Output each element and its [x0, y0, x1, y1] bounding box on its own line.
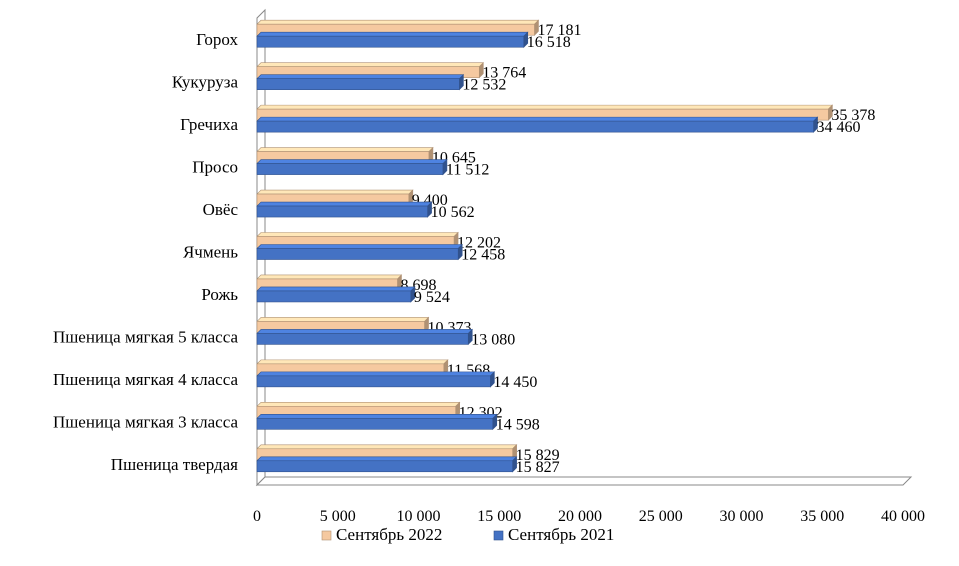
x-tick-label: 15 000 [477, 508, 521, 525]
data-label: 10 562 [431, 204, 475, 221]
category-label: Овёс [203, 200, 239, 219]
bar-sep2021 [256, 35, 525, 48]
bar-sep2021-top [256, 116, 819, 122]
legend-label: Сентябрь 2022 [336, 525, 442, 544]
category-label: Гречиха [180, 115, 238, 134]
x-tick-label: 5 000 [320, 508, 356, 525]
bar-sep2022-top [256, 147, 434, 152]
bar-sep2022-top [256, 62, 485, 67]
category-label: Пшеница мягкая 3 класса [53, 412, 239, 431]
category-label: Рожь [201, 285, 238, 304]
bar-sep2021-top [256, 286, 416, 292]
data-label: 13 080 [471, 331, 515, 348]
data-label: 9 524 [414, 289, 450, 306]
bar-sep2021-top [256, 201, 433, 207]
bar-sep2022-top [256, 232, 459, 237]
x-tick-label: 25 000 [639, 508, 683, 525]
x-axis-floor [255, 476, 913, 486]
data-label: 15 827 [516, 459, 560, 476]
data-label: 17 181 [537, 22, 581, 39]
bar-sep2022-top [256, 444, 518, 450]
bar-sep2021-top [256, 159, 448, 164]
data-label: 14 450 [493, 374, 537, 391]
category-label: Кукуруза [172, 73, 239, 92]
category-label: Просо [192, 158, 238, 177]
data-label: 12 458 [461, 247, 505, 264]
bar-sep2021 [256, 460, 513, 473]
data-label: 14 598 [496, 416, 540, 433]
bar-sep2022-top [256, 359, 449, 365]
data-label: 12 202 [457, 235, 501, 252]
bar-sep2022-top [256, 274, 403, 280]
bar-sep2021-top [256, 31, 529, 37]
data-label: 12 532 [462, 77, 506, 94]
bar-sep2021-top [256, 456, 518, 462]
category-label: Ячмень [183, 243, 238, 262]
bar-sep2021 [256, 290, 412, 303]
bar-sep2021 [256, 205, 428, 218]
bar-sep2021 [256, 120, 814, 133]
x-tick-label: 40 000 [881, 508, 925, 525]
bar-sep2021 [256, 163, 444, 175]
bar-sep2022-top [256, 317, 430, 322]
legend-label: Сентябрь 2021 [508, 525, 614, 544]
data-label: 16 518 [527, 34, 571, 51]
bar-sep2022-top [256, 19, 540, 25]
data-label: 13 764 [482, 65, 526, 82]
bar-sep2022-top [256, 104, 834, 110]
category-label: Горох [196, 30, 238, 49]
x-tick-label: 35 000 [800, 508, 844, 525]
bar-sep2021-top [256, 414, 498, 419]
bar-sep2022-top [256, 402, 461, 407]
x-tick-label: 10 000 [397, 508, 441, 525]
x-tick-label: 20 000 [558, 508, 602, 525]
bar-sep2021 [256, 333, 469, 345]
bar-sep2021 [256, 375, 491, 388]
data-label: 11 512 [446, 162, 489, 179]
legend-swatch [493, 530, 504, 541]
category-label: Пшеница мягкая 4 класса [53, 370, 239, 389]
bar-sep2021 [256, 418, 494, 430]
category-label: Пшеница мягкая 5 класса [53, 327, 239, 346]
bar-sep2021-top [256, 329, 473, 334]
x-tick-label: 0 [253, 508, 261, 525]
data-label: 15 829 [516, 447, 560, 464]
bar-sep2021 [256, 78, 460, 90]
data-label: 34 460 [817, 119, 861, 136]
x-tick-label: 30 000 [720, 508, 764, 525]
bar-sep2022-top [256, 189, 414, 195]
bar-sep2021-top [256, 371, 496, 377]
data-label: 35 378 [831, 107, 875, 124]
legend-swatch [321, 530, 332, 541]
category-label: Пшеница твердая [111, 455, 238, 474]
bar-sep2021-top [256, 244, 463, 249]
bar-sep2021 [256, 248, 459, 260]
bar-sep2021-top [256, 74, 465, 79]
